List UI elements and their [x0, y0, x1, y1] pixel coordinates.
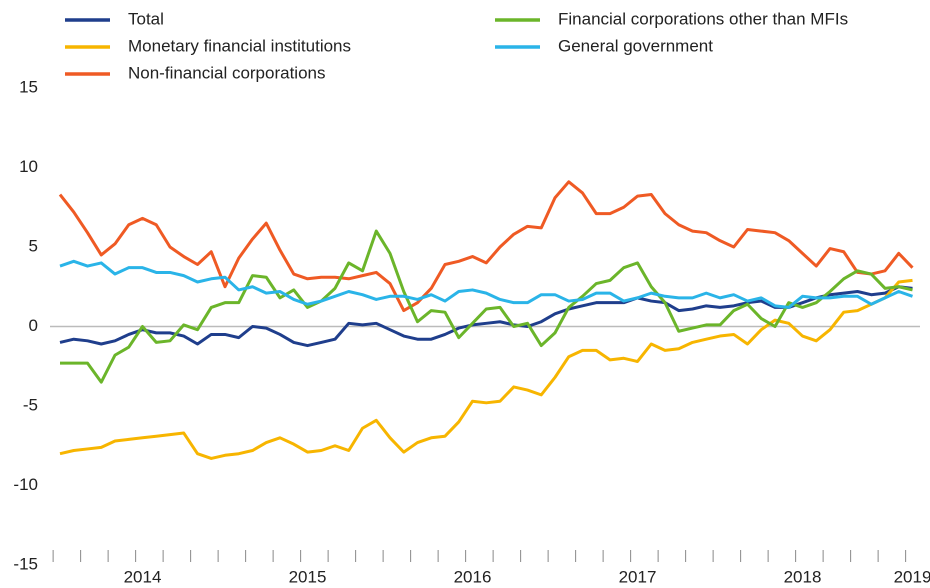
- x-tick-label: 2017: [619, 567, 657, 586]
- series-line: [60, 229, 913, 384]
- series-line: [59, 259, 913, 309]
- x-tick-label: 2015: [289, 567, 327, 586]
- legend-label: General government: [558, 36, 713, 55]
- y-tick-label: -10: [13, 475, 38, 494]
- legend-label: Non-financial corporations: [128, 63, 326, 82]
- legend-label: Financial corporations other than MFIs: [558, 9, 848, 28]
- y-tick-label: -5: [23, 395, 38, 414]
- series-line: [59, 285, 913, 348]
- x-tick-label: 2019: [894, 567, 930, 586]
- y-tick-label: -15: [13, 554, 38, 573]
- legend-label: Monetary financial institutions: [128, 36, 351, 55]
- y-tick-label: 10: [19, 157, 38, 176]
- series-line: [58, 180, 914, 313]
- y-tick-label: 15: [19, 77, 38, 96]
- legend-label: Total: [128, 9, 164, 28]
- x-tick-label: 2014: [124, 567, 162, 586]
- x-tick-label: 2018: [784, 567, 822, 586]
- y-tick-label: 0: [29, 316, 38, 335]
- y-tick-label: 5: [29, 236, 38, 255]
- x-tick-label: 2016: [454, 567, 492, 586]
